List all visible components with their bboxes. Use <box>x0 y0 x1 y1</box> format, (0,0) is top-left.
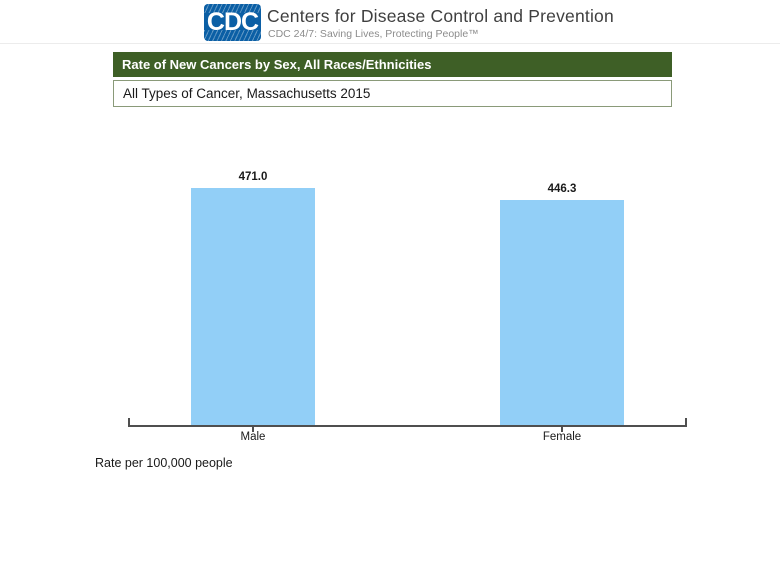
bar-chart: 471.0 446.3 <box>191 171 624 426</box>
chart-subtitle-box: All Types of Cancer, Massachusetts 2015 <box>113 80 672 107</box>
x-tick-label-female: Female <box>542 431 582 443</box>
x-axis-right-cap <box>685 418 687 426</box>
bar-male <box>191 188 315 426</box>
bar-value-male: 471.0 <box>238 171 268 183</box>
org-name: Centers for Disease Control and Preventi… <box>267 6 614 26</box>
header-divider <box>0 43 780 44</box>
x-axis-left-cap <box>128 418 130 426</box>
bar-female <box>500 200 624 426</box>
chart-title-bar: Rate of New Cancers by Sex, All Races/Et… <box>113 52 672 77</box>
cdc-tagline: CDC 24/7: Saving Lives, Protecting Peopl… <box>268 28 479 40</box>
bar-value-female: 446.3 <box>547 183 577 195</box>
cdc-logo: CDC <box>204 4 261 41</box>
cdc-logo-text: CDC <box>206 8 259 36</box>
bar-group-male: 471.0 <box>191 171 315 426</box>
x-axis-tick-female <box>561 427 563 432</box>
rate-footnote: Rate per 100,000 people <box>95 456 233 470</box>
x-axis-tick-male <box>252 427 254 432</box>
x-tick-label-male: Male <box>240 431 266 443</box>
x-axis-line <box>128 425 687 427</box>
bar-group-female: 446.3 <box>500 183 624 426</box>
